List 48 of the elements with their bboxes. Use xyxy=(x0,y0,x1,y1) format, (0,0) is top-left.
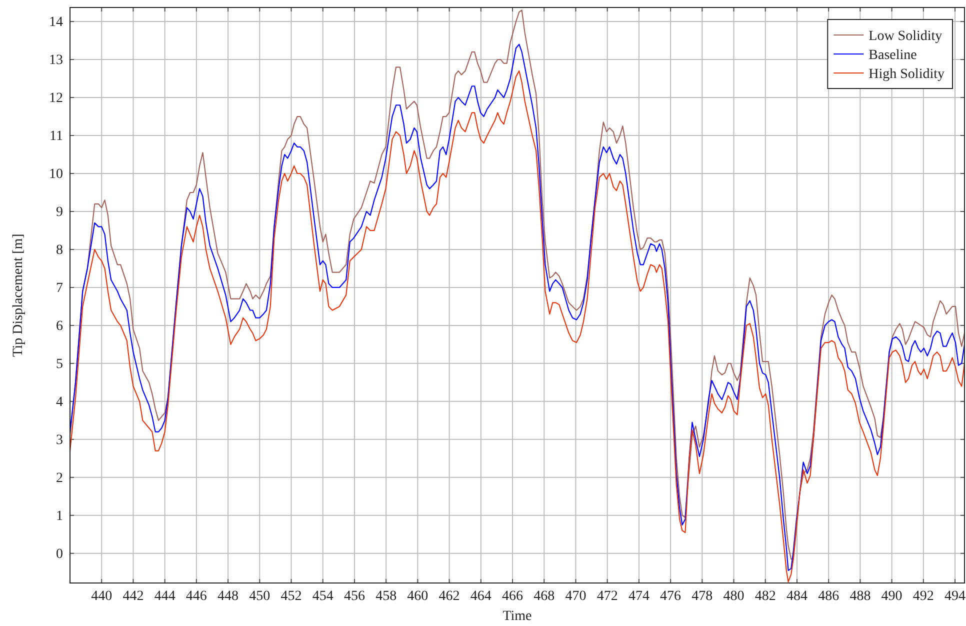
x-tick-label: 490 xyxy=(881,588,902,604)
y-tick-label: 14 xyxy=(49,15,63,30)
y-tick-label: 9 xyxy=(56,204,63,220)
y-axis-title: Tip Displacement [m] xyxy=(11,234,26,357)
x-tick-label: 448 xyxy=(218,588,239,604)
y-tick-label: 10 xyxy=(49,166,63,182)
y-tick-label: 6 xyxy=(56,318,63,334)
y-tick-label: 8 xyxy=(56,242,63,258)
x-tick-label: 476 xyxy=(660,588,682,604)
x-tick-label: 472 xyxy=(596,588,618,604)
x-tick-label: 452 xyxy=(280,588,302,604)
x-tick-label: 456 xyxy=(344,588,365,604)
y-tick-label: 12 xyxy=(49,91,63,106)
y-tick-label: 5 xyxy=(56,356,63,372)
y-tick-label: 11 xyxy=(50,128,63,144)
y-tick-label: 7 xyxy=(56,280,63,296)
x-tick-label: 464 xyxy=(470,588,492,604)
x-axis-title: Time xyxy=(502,609,532,624)
x-tick-label: 444 xyxy=(154,588,176,604)
x-tick-label: 466 xyxy=(502,588,524,604)
legend-label: Low Solidity xyxy=(868,29,942,44)
x-tick-label: 450 xyxy=(249,588,270,604)
x-tick-label: 486 xyxy=(818,588,840,604)
y-tick-label: 3 xyxy=(56,432,63,448)
legend-label: High Solidity xyxy=(868,67,944,82)
x-tick-label: 474 xyxy=(628,588,650,604)
x-tick-label: 482 xyxy=(754,588,776,604)
y-tick-label: 13 xyxy=(49,53,63,68)
x-tick-label: 446 xyxy=(186,588,207,604)
x-tick-label: 460 xyxy=(407,588,428,604)
x-tick-label: 494 xyxy=(944,588,966,604)
x-tick-label: 462 xyxy=(438,588,460,604)
x-tick-label: 470 xyxy=(565,588,586,604)
x-tick-label: 440 xyxy=(91,588,112,604)
x-tick-label: 484 xyxy=(786,588,808,604)
y-tick-label: 1 xyxy=(56,508,63,524)
x-tick-label: 478 xyxy=(692,588,713,604)
x-tick-label: 480 xyxy=(723,588,744,604)
x-tick-label: 454 xyxy=(312,588,334,604)
y-tick-label: 0 xyxy=(56,546,63,562)
x-tick-label: 468 xyxy=(534,588,555,604)
legend-label: Baseline xyxy=(868,48,917,63)
y-tick-label: 2 xyxy=(56,470,63,486)
x-tick-label: 458 xyxy=(376,588,397,604)
x-tick-label: 492 xyxy=(912,588,934,604)
x-tick-label: 442 xyxy=(122,588,144,604)
y-tick-label: 4 xyxy=(56,394,63,410)
x-tick-label: 488 xyxy=(850,588,871,604)
